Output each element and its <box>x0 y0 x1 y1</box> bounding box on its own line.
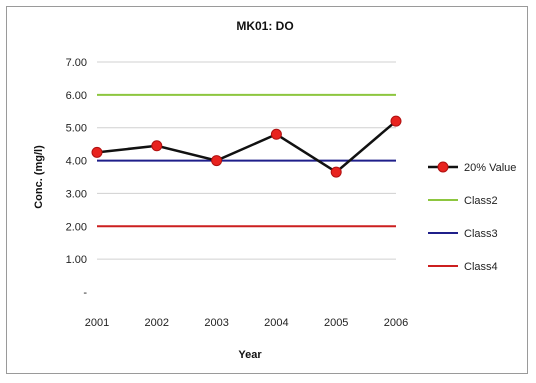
y-tick-label: 2.00 <box>66 221 87 233</box>
x-tick-label: 2005 <box>324 317 348 329</box>
y-tick-label: 4.00 <box>66 156 87 168</box>
data-point <box>270 128 282 140</box>
data-point <box>91 146 103 158</box>
x-tick-label: 2001 <box>85 317 109 329</box>
data-point <box>211 155 223 167</box>
chart-title: MK01: DO <box>236 19 293 33</box>
legend-marker <box>437 161 449 173</box>
data-point <box>151 140 163 152</box>
tick-layer: - 1.00 2.00 3.00 4.00 5.00 6.00 7.00 2001 2002 200… <box>66 57 409 329</box>
legend-label: Class2 <box>464 195 498 207</box>
legend-label: Class3 <box>464 228 498 240</box>
legend-label: 20% Value <box>464 162 516 174</box>
x-axis-title: Year <box>238 349 262 361</box>
chart-frame <box>6 6 528 374</box>
x-tick-label: 2002 <box>145 317 169 329</box>
x-tick-label: 2004 <box>264 317 288 329</box>
y-tick-label: 7.00 <box>66 57 87 69</box>
x-tick-label: 2003 <box>204 317 228 329</box>
y-tick-label: 1.00 <box>66 254 87 266</box>
x-tick-label: 2006 <box>384 317 408 329</box>
series-layer <box>91 93 402 228</box>
y-axis-title: Conc. (mg/l) <box>33 145 45 209</box>
data-point <box>390 115 402 127</box>
data-point <box>330 166 342 178</box>
series-line <box>96 120 397 174</box>
y-tick-label: 3.00 <box>66 188 87 200</box>
y-tick-label: - <box>83 287 87 299</box>
y-tick-label: 6.00 <box>66 90 87 102</box>
legend-label: Class4 <box>464 261 498 273</box>
legend: 20% Value Class2 Class3 Class4 <box>428 161 516 273</box>
y-tick-label: 5.00 <box>66 123 87 135</box>
